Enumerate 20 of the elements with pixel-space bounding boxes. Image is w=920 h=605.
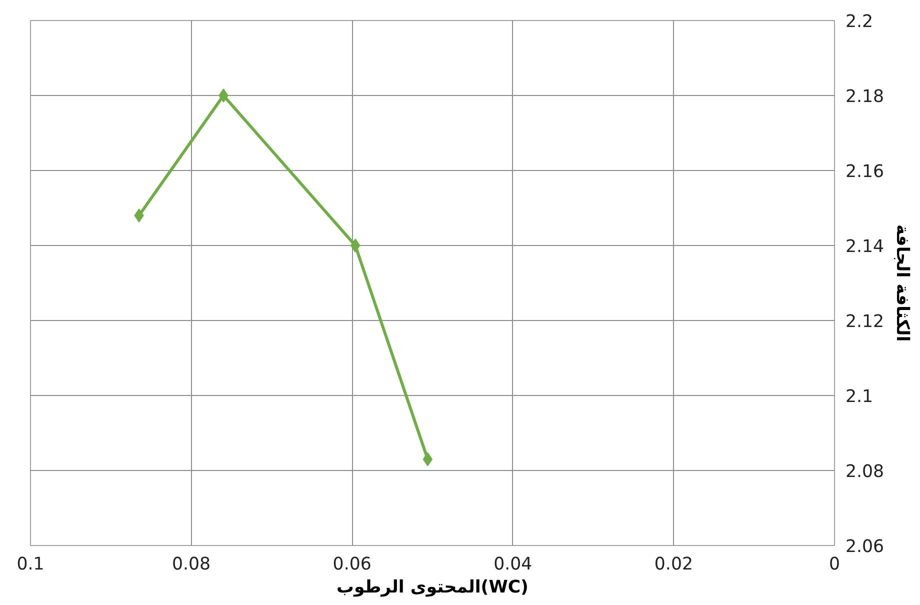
point [218,88,228,102]
y-tick-label: 2.16 [846,162,884,182]
y-axis-title: الكثافة الجافة [892,224,912,342]
y-tick-label: 2.18 [846,87,884,107]
x-tick-label: 0.04 [494,554,532,574]
point [422,452,433,466]
point [350,238,360,252]
y-tick-label: 2.06 [846,537,884,557]
x-tick-label: 0.06 [332,554,372,574]
point [134,208,144,222]
y-tick-label: 2.1 [846,387,874,407]
y-tick-label: 2.14 [846,237,884,257]
x-tick-label: 0.1 [16,554,44,574]
y-tick-label: 2.2 [846,12,874,32]
y-tick-label: 2.08 [846,462,884,482]
x-axis-title: المحتوى الرطوب(WC) [336,578,528,598]
y-tick-label: 2.12 [846,312,884,332]
x-tick-label: 0.08 [172,554,211,574]
x-tick-label: 0.02 [654,554,694,574]
x-tick-label: 0 [828,554,840,574]
